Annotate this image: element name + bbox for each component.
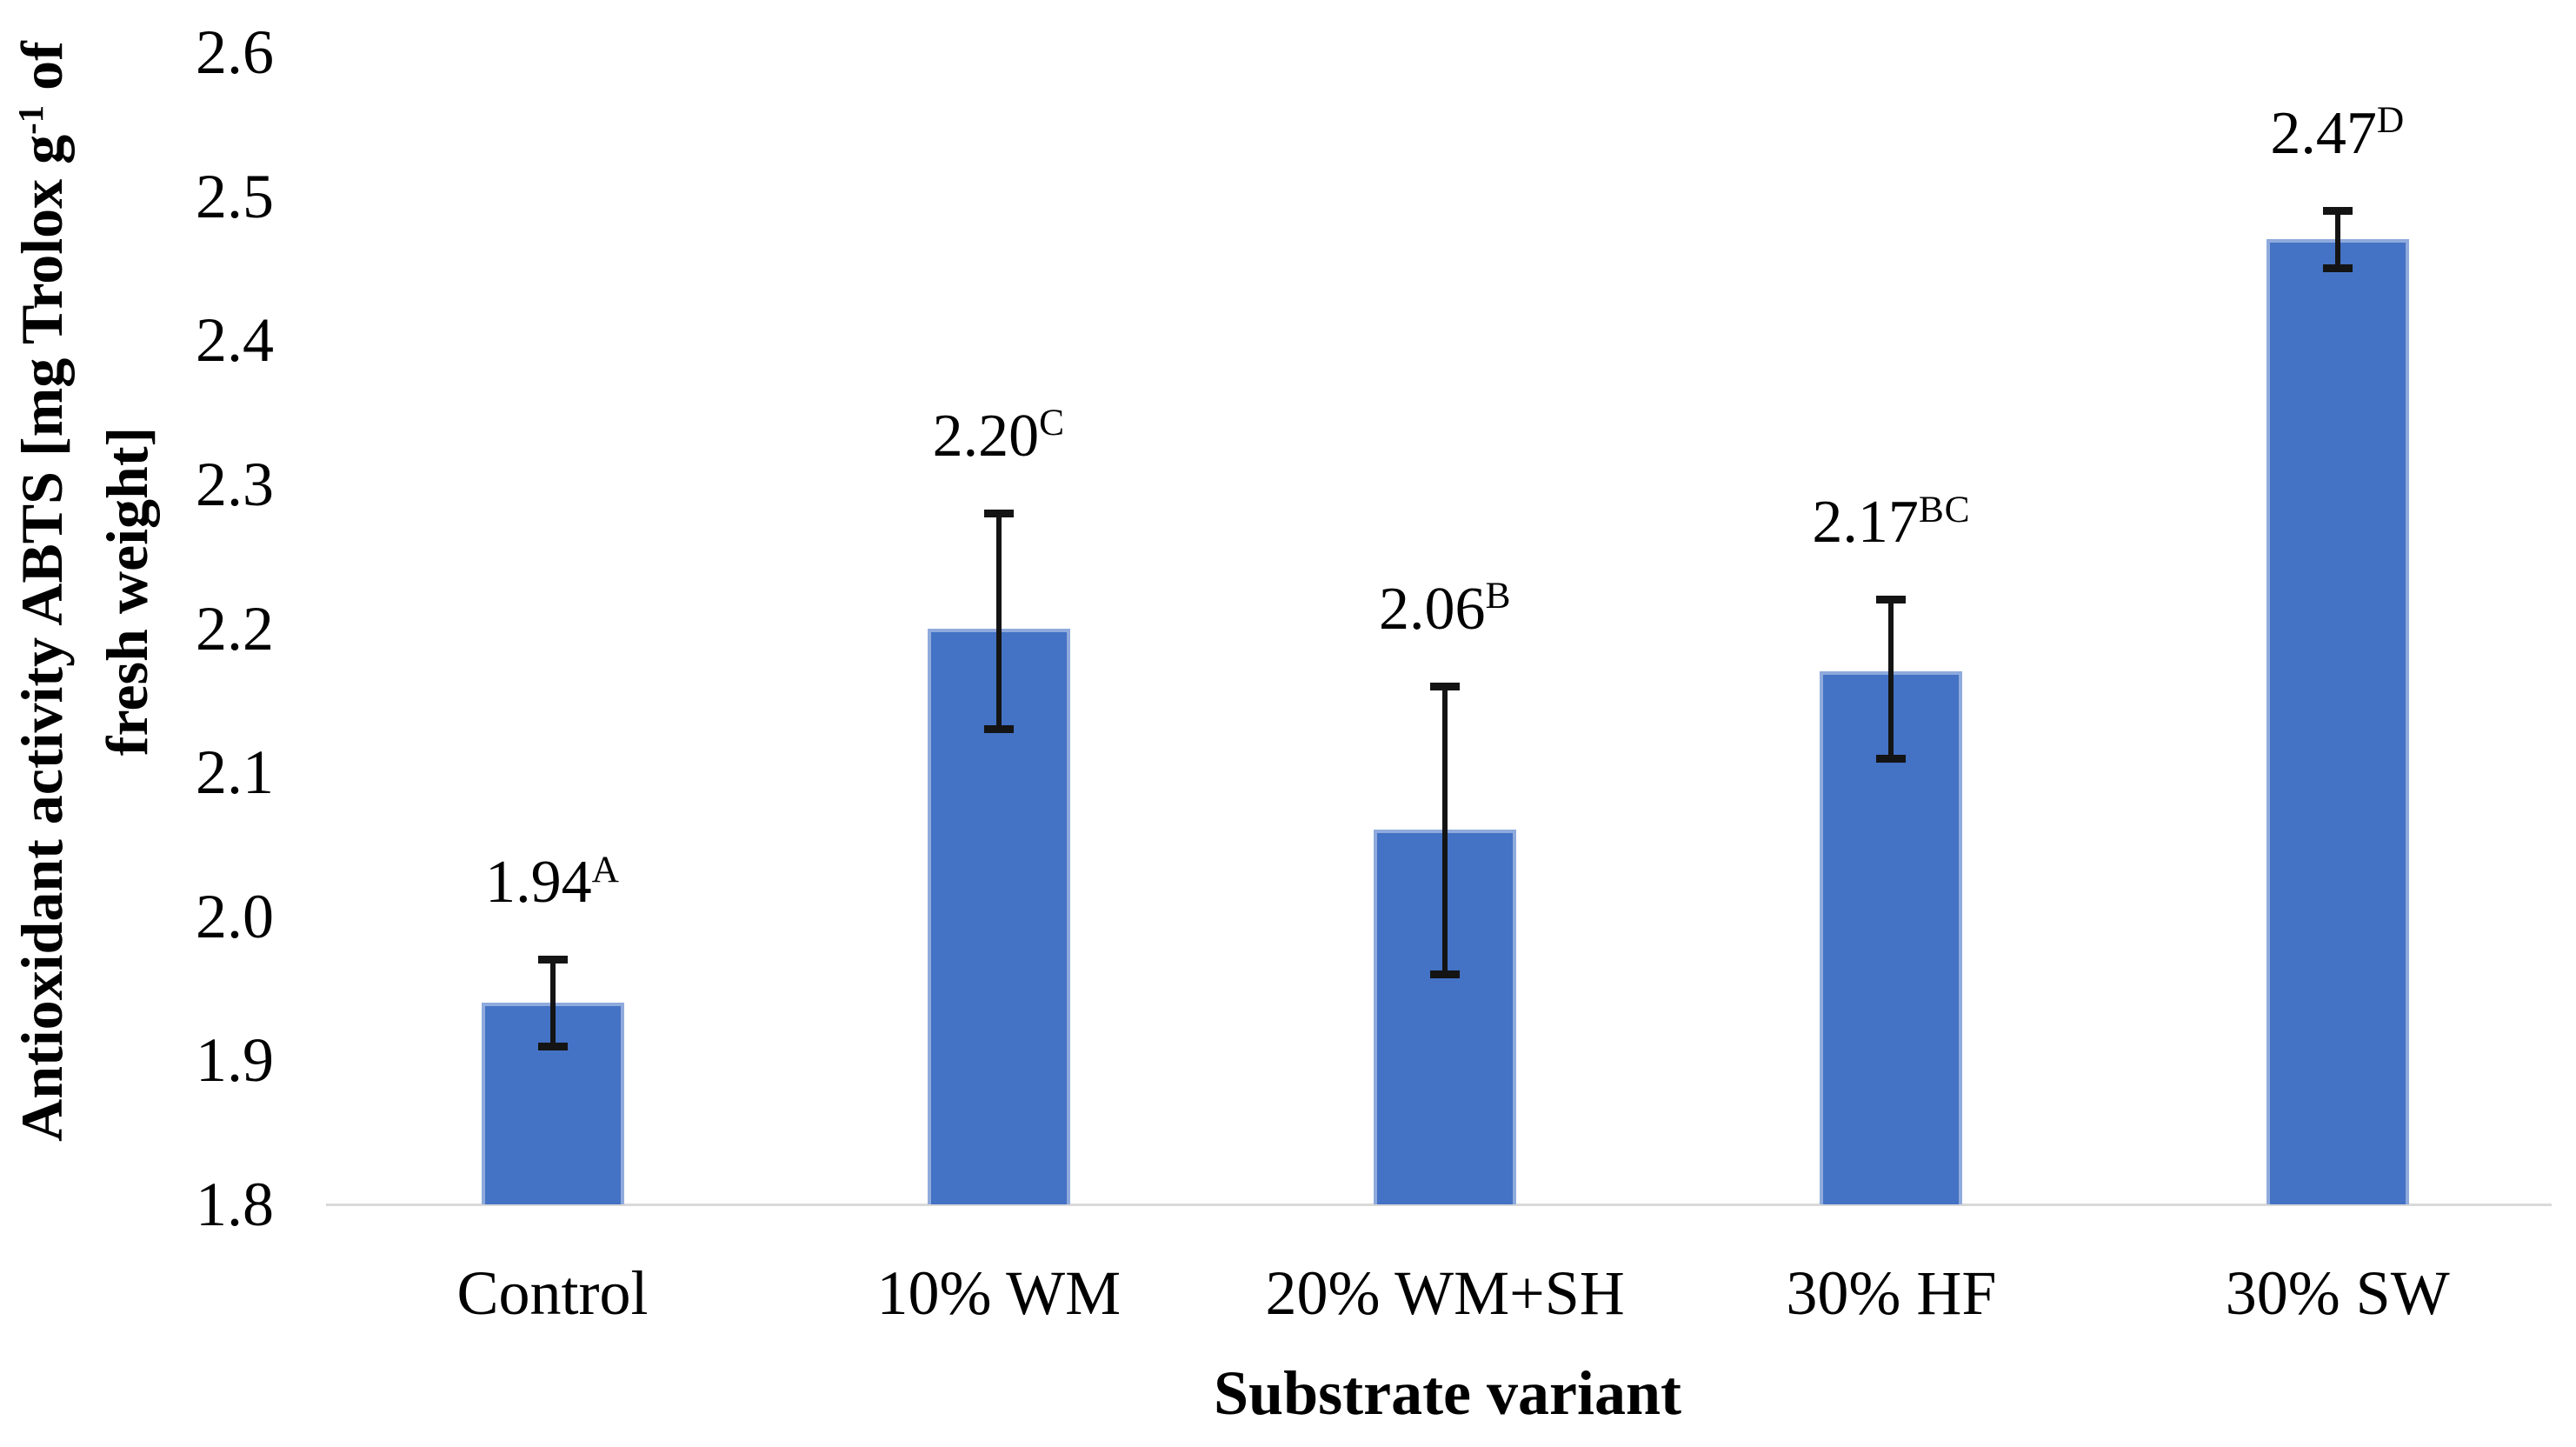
- y-tick-label: 2.4: [196, 305, 274, 376]
- bar: [927, 628, 1070, 1204]
- error-bar-cap-bottom: [2322, 264, 2353, 273]
- error-bar-cap-bottom: [983, 725, 1014, 734]
- y-tick-label: 2.1: [196, 737, 274, 808]
- x-axis-title: Substrate variant: [1214, 1358, 1681, 1428]
- y-tick-label: 2.5: [196, 161, 274, 231]
- data-label-significance-letter: D: [2376, 99, 2406, 142]
- x-tick-label: 20% WM+SH: [1265, 1258, 1625, 1328]
- data-label-value: 2.47: [2270, 100, 2377, 168]
- y-tick-label: 2.2: [196, 593, 274, 663]
- data-label: 1.94A: [485, 846, 620, 926]
- x-tick-label: 30% SW: [2225, 1258, 2450, 1328]
- data-label: 2.20C: [933, 400, 1065, 480]
- data-label-value: 2.06: [1378, 575, 1486, 643]
- error-bar-stem: [2334, 210, 2340, 269]
- x-tick-label: Control: [456, 1258, 649, 1328]
- error-bar-cap-top: [537, 956, 568, 964]
- error-bar-cap-top: [1430, 682, 1461, 690]
- error-bar-stem: [549, 959, 556, 1046]
- data-label-significance-letter: B: [1485, 574, 1512, 617]
- error-bar-cap-bottom: [1876, 754, 1907, 763]
- y-tick-label: 1.8: [196, 1170, 274, 1239]
- bar: [2266, 239, 2409, 1204]
- y-tick-label: 2.3: [196, 449, 274, 519]
- y-axis-title-superscript: -1: [10, 104, 50, 135]
- y-tick-label: 2.6: [196, 17, 274, 87]
- data-label-significance-letter: C: [1039, 402, 1065, 444]
- error-bar-cap-bottom: [537, 1042, 568, 1050]
- error-bar-cap-top: [2322, 207, 2353, 216]
- x-tick-label: 30% HF: [1786, 1258, 1997, 1328]
- error-bar-cap-top: [1876, 596, 1907, 604]
- data-label-value: 2.20: [932, 403, 1040, 470]
- data-label: 2.17BC: [1812, 486, 1970, 566]
- x-tick-label: 10% WM: [876, 1258, 1122, 1328]
- y-tick-label: 1.9: [196, 1025, 274, 1096]
- data-label-value: 1.94: [485, 849, 592, 917]
- data-label-significance-letter: BC: [1918, 488, 1971, 530]
- error-bar-cap-top: [983, 510, 1014, 517]
- data-label-significance-letter: A: [591, 848, 620, 890]
- data-label-value: 2.17: [1812, 489, 1919, 557]
- error-bar-stem: [995, 513, 1002, 730]
- x-axis-line: [326, 1204, 2552, 1206]
- data-label: 2.47D: [2270, 97, 2405, 177]
- y-tick-label: 2.0: [196, 881, 274, 951]
- error-bar-stem: [1888, 599, 1894, 758]
- error-bar-stem: [1442, 685, 1448, 974]
- bar: [1820, 671, 1963, 1204]
- data-label: 2.06B: [1379, 573, 1511, 653]
- error-bar-cap-bottom: [1430, 970, 1461, 978]
